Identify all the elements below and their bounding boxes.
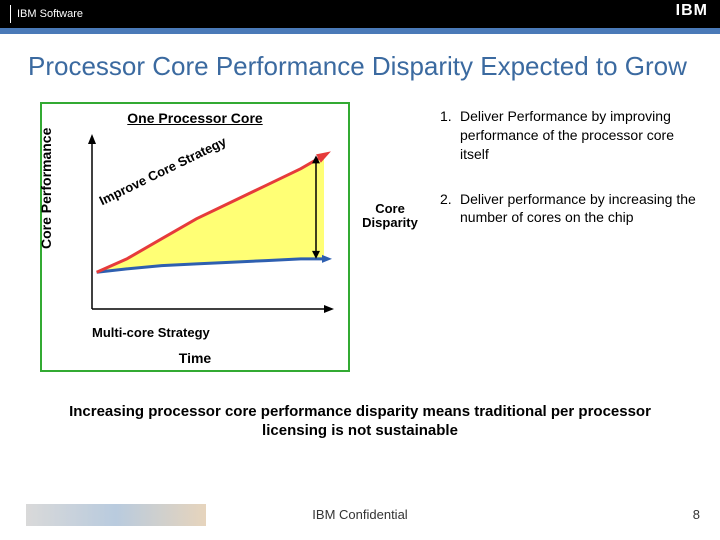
lower-curve-label: Multi-core Strategy (92, 325, 210, 340)
footer-confidential: IBM Confidential (312, 507, 407, 522)
plot-area (84, 134, 334, 329)
bottom-statement: Increasing processor core performance di… (60, 402, 660, 441)
point-1-text: Deliver Performance by improving perform… (460, 107, 700, 164)
y-axis-label: Core Performance (38, 128, 54, 249)
header-bar: IBM Software IBM (0, 0, 720, 28)
page-number: 8 (693, 507, 700, 522)
content-area: One Processor Core Core Performance Time… (0, 92, 720, 432)
points-list: 1. Deliver Performance by improving perf… (440, 107, 700, 253)
footer-decoration (26, 504, 206, 526)
point-2-text: Deliver performance by increasing the nu… (460, 190, 700, 228)
disparity-label: Core Disparity (355, 202, 425, 231)
point-2: 2. Deliver performance by increasing the… (440, 190, 700, 228)
ibm-logo: IBM (676, 2, 708, 20)
chart-box: One Processor Core Core Performance Time… (40, 102, 350, 372)
x-axis-label: Time (179, 350, 211, 366)
point-2-num: 2. (440, 190, 460, 228)
slide-title: Processor Core Performance Disparity Exp… (0, 34, 720, 92)
point-1: 1. Deliver Performance by improving perf… (440, 107, 700, 164)
chart-svg (84, 134, 334, 329)
header-brand-text: IBM Software (17, 8, 83, 20)
chart-title: One Processor Core (42, 104, 348, 128)
point-1-num: 1. (440, 107, 460, 164)
header-divider (10, 5, 11, 23)
